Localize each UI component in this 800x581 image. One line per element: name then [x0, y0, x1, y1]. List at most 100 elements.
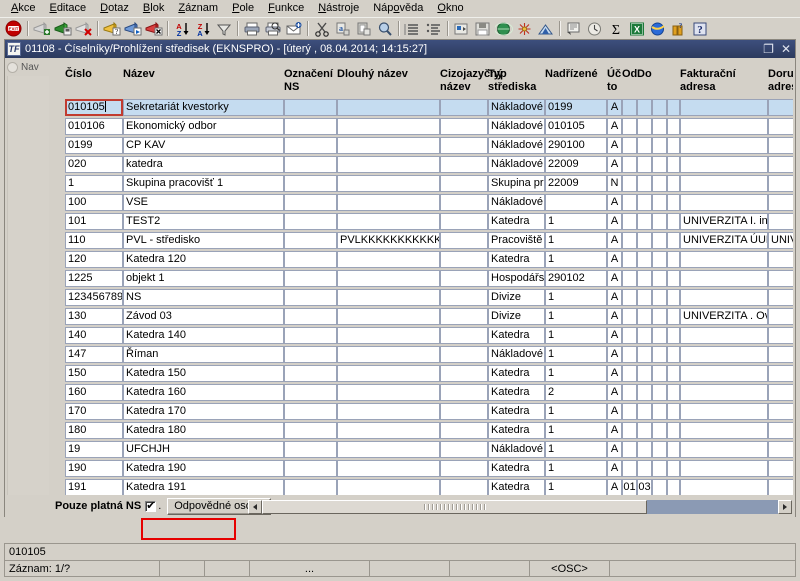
- grid-cell-fakturacni_adresa[interactable]: [680, 137, 768, 154]
- grid-cell-oznaceni_ns[interactable]: [284, 460, 337, 477]
- grid-cell-nazev[interactable]: NS: [123, 289, 284, 306]
- grid-cell-cislo[interactable]: 190: [65, 460, 123, 477]
- grid-cell-dlouhy_nazev[interactable]: [337, 308, 440, 325]
- grid-cell-cislo[interactable]: 010106: [65, 118, 123, 135]
- grid-cell-cislo[interactable]: 170: [65, 403, 123, 420]
- grid-cell-nadrizene[interactable]: 290102: [545, 270, 607, 287]
- grid-cell-typ_strediska[interactable]: Nákladové stř: [488, 194, 545, 211]
- grid-cell-extra1[interactable]: [652, 175, 667, 192]
- grid-cell-do[interactable]: [637, 289, 652, 306]
- table-row[interactable]: 150 Katedra 150 Katedra 1 A: [49, 364, 793, 383]
- cancel-query-icon[interactable]: [143, 19, 164, 39]
- grid-cell-dlouhy_nazev[interactable]: [337, 99, 440, 116]
- grid-cell-nazev[interactable]: Katedra 140: [123, 327, 284, 344]
- grid-cell-od[interactable]: [622, 365, 637, 382]
- grid-cell-do[interactable]: [637, 99, 652, 116]
- grid-cell-dorucovaci_adresa[interactable]: [768, 156, 793, 173]
- grid-cell-typ_strediska[interactable]: Katedra: [488, 460, 545, 477]
- grid-cell-od[interactable]: [622, 213, 637, 230]
- grid-cell-cizojazycny_nazev[interactable]: [440, 251, 488, 268]
- grid-cell-fakturacni_adresa[interactable]: [680, 99, 768, 116]
- grid-cell-extra1[interactable]: [652, 118, 667, 135]
- grid-cell-fakturacni_adresa[interactable]: UNIVERZITA . Ovocný tr: [680, 308, 768, 325]
- grid-cell-extra2[interactable]: [667, 384, 680, 401]
- grid-cell-extra1[interactable]: [652, 346, 667, 363]
- paste-icon[interactable]: [353, 19, 374, 39]
- grid-cell-od[interactable]: [622, 251, 637, 268]
- grid-cell-cislo[interactable]: 140: [65, 327, 123, 344]
- grid-cell-typ_strediska[interactable]: Skupina prac: [488, 175, 545, 192]
- grid-cell-typ_strediska[interactable]: Katedra: [488, 422, 545, 439]
- grid-cell-nazev[interactable]: Sekretariát kvestorky: [123, 99, 284, 116]
- grid-cell-dlouhy_nazev[interactable]: [337, 175, 440, 192]
- grid-cell-od[interactable]: [622, 289, 637, 306]
- column-header-typ_strediska[interactable]: Typ střediska: [488, 68, 537, 93]
- column-header-cislo[interactable]: Číslo: [65, 68, 92, 80]
- grid-cell-fakturacni_adresa[interactable]: UNIVERZITA ÚUK Ovocn: [680, 232, 768, 249]
- nav-tab[interactable]: Nav: [7, 60, 51, 74]
- grid-cell-do[interactable]: 03: [637, 479, 652, 496]
- grid-cell-fakturacni_adresa[interactable]: [680, 422, 768, 439]
- grid-cell-ucto[interactable]: A: [607, 194, 622, 211]
- grid-cell-dlouhy_nazev[interactable]: [337, 194, 440, 211]
- grid-cell-typ_strediska[interactable]: Katedra: [488, 365, 545, 382]
- grid-cell-nazev[interactable]: PVL - středisko: [123, 232, 284, 249]
- grid-cell-fakturacni_adresa[interactable]: [680, 460, 768, 477]
- table-row[interactable]: 160 Katedra 160 Katedra 2 A: [49, 383, 793, 402]
- grid-cell-ucto[interactable]: A: [607, 289, 622, 306]
- grid-cell-dorucovaci_adresa[interactable]: [768, 289, 793, 306]
- column-header-dlouhy_nazev[interactable]: Dlouhý název: [337, 68, 408, 80]
- grid-cell-cizojazycny_nazev[interactable]: [440, 365, 488, 382]
- grid-cell-ucto[interactable]: A: [607, 365, 622, 382]
- grid-cell-do[interactable]: [637, 308, 652, 325]
- menu-item-napoveda[interactable]: Nápověda: [373, 2, 424, 14]
- grid-cell-cizojazycny_nazev[interactable]: [440, 460, 488, 477]
- grid-cell-nadrizene[interactable]: 010105: [545, 118, 607, 135]
- grid-cell-extra1[interactable]: [652, 251, 667, 268]
- grid-cell-od[interactable]: [622, 403, 637, 420]
- grid-cell-oznaceni_ns[interactable]: [284, 346, 337, 363]
- chart-icon[interactable]: [535, 19, 556, 39]
- grid-cell-do[interactable]: [637, 137, 652, 154]
- grid-cell-cislo[interactable]: 110: [65, 232, 123, 249]
- menu-item-okno[interactable]: Okno: [437, 2, 464, 14]
- grid-cell-dorucovaci_adresa[interactable]: [768, 118, 793, 135]
- grid-cell-od[interactable]: [622, 460, 637, 477]
- grid-cell-extra2[interactable]: [667, 365, 680, 382]
- grid-cell-typ_strediska[interactable]: Katedra: [488, 251, 545, 268]
- grid-cell-nadrizene[interactable]: 1: [545, 479, 607, 496]
- grid-cell-cislo[interactable]: 130: [65, 308, 123, 325]
- grid-cell-do[interactable]: [637, 327, 652, 344]
- column-header-nadrizene[interactable]: Nadřízené: [545, 68, 598, 80]
- grid-cell-nazev[interactable]: katedra: [123, 156, 284, 173]
- filter-icon[interactable]: [213, 19, 234, 39]
- grid-cell-cislo[interactable]: 100: [65, 194, 123, 211]
- grid-cell-extra2[interactable]: [667, 156, 680, 173]
- grid-cell-do[interactable]: [637, 232, 652, 249]
- grid-cell-cislo[interactable]: 0199: [65, 137, 123, 154]
- list-detail-icon[interactable]: [423, 19, 444, 39]
- horizontal-scrollbar[interactable]: [248, 499, 792, 514]
- table-row[interactable]: 120 Katedra 120 Katedra 1 A: [49, 250, 793, 269]
- grid-cell-extra2[interactable]: [667, 118, 680, 135]
- list-icon[interactable]: [402, 19, 423, 39]
- grid-cell-ucto[interactable]: A: [607, 384, 622, 401]
- grid-cell-extra2[interactable]: [667, 99, 680, 116]
- menu-item-dotaz[interactable]: Dotaz: [100, 2, 129, 14]
- enter-query-icon[interactable]: ?: [101, 19, 122, 39]
- grid-cell-oznaceni_ns[interactable]: [284, 422, 337, 439]
- grid-cell-extra1[interactable]: [652, 289, 667, 306]
- report-icon[interactable]: [563, 19, 584, 39]
- grid-cell-ucto[interactable]: A: [607, 232, 622, 249]
- grid-cell-cizojazycny_nazev[interactable]: [440, 384, 488, 401]
- grid-cell-extra2[interactable]: [667, 289, 680, 306]
- grid-cell-cizojazycny_nazev[interactable]: [440, 270, 488, 287]
- grid-cell-fakturacni_adresa[interactable]: [680, 403, 768, 420]
- grid-cell-extra2[interactable]: [667, 308, 680, 325]
- grid-cell-nadrizene[interactable]: 1: [545, 346, 607, 363]
- grid-cell-dlouhy_nazev[interactable]: [337, 479, 440, 496]
- grid-cell-od[interactable]: [622, 99, 637, 116]
- grid-cell-do[interactable]: [637, 194, 652, 211]
- grid-cell-do[interactable]: [637, 441, 652, 458]
